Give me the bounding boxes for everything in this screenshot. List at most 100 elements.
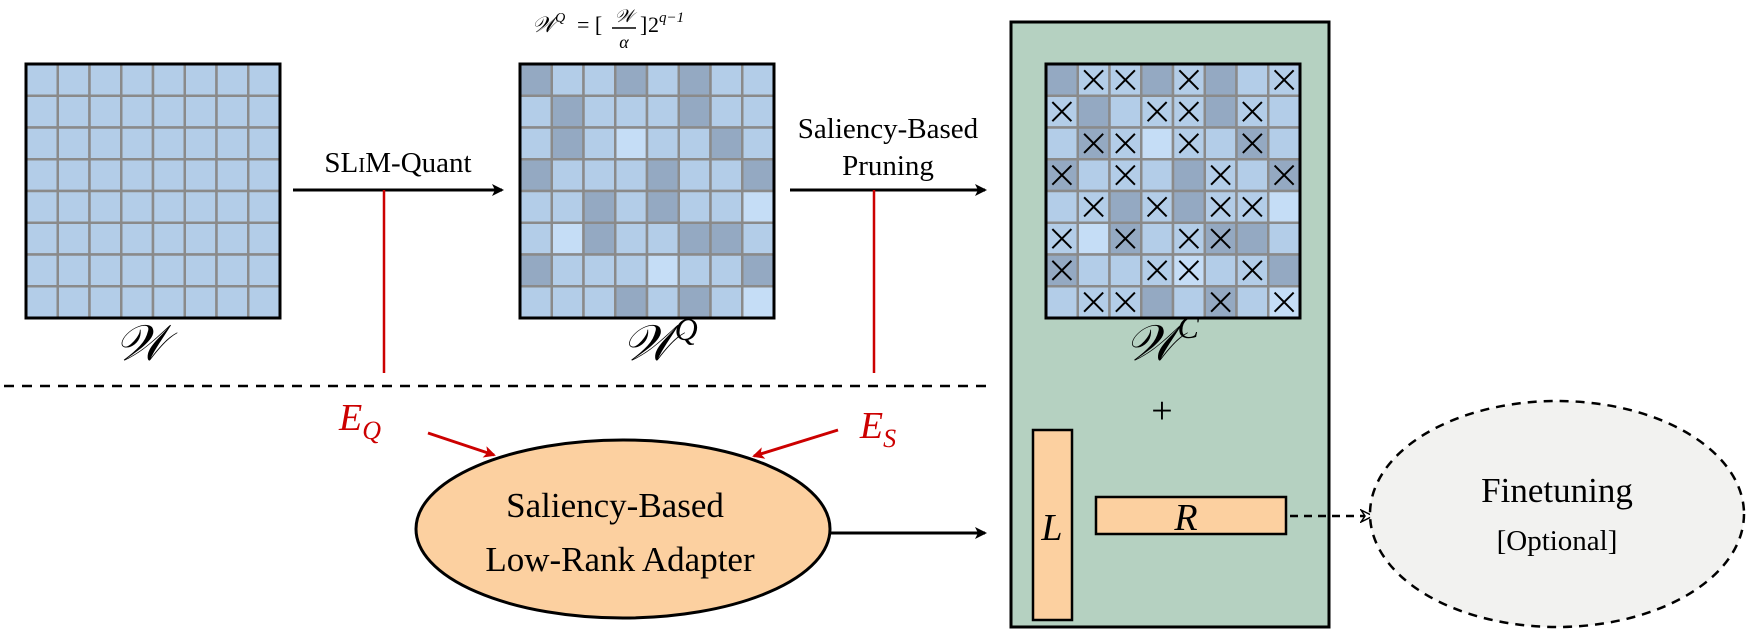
matrix-cell (247, 62, 282, 97)
matrix-cell (677, 221, 712, 256)
matrix-cell (183, 189, 218, 224)
matrix-cell (247, 94, 282, 129)
adapter-label-line2: Low-Rank Adapter (485, 540, 755, 579)
pruned-mark (1083, 69, 1104, 91)
matrix-cell (1108, 253, 1143, 288)
matrix-cell (1267, 221, 1302, 256)
finetune-label-line2: [Optional] (1497, 525, 1618, 557)
matrix-cell (1235, 62, 1270, 97)
matrix-cell (56, 126, 91, 161)
matrix-cell (1076, 221, 1111, 256)
matrix-cell (88, 158, 123, 193)
matrix-cell (550, 253, 585, 288)
matrix-cell (582, 285, 617, 320)
matrix-cell (709, 221, 744, 256)
matrix-cell (183, 253, 218, 288)
pruned-mark (1242, 196, 1263, 218)
matrix-cell (741, 221, 776, 256)
pruned-mark (1115, 228, 1136, 249)
matrix-cell (1203, 62, 1238, 97)
matrix-cell (1044, 126, 1079, 161)
matrix-cell (645, 221, 680, 256)
matrix-cell (151, 253, 186, 288)
compressed-matrix-wc (1044, 62, 1302, 320)
matrix-cell (120, 62, 155, 97)
pruned-mark (1242, 260, 1263, 281)
matrix-cell (56, 285, 91, 320)
matrix-cell (88, 221, 123, 256)
matrix-w-label: 𝒲 (115, 315, 178, 371)
matrix-cell (1267, 189, 1302, 224)
quant-label: SLIM-Quant (324, 147, 471, 179)
pruned-mark (1083, 291, 1104, 313)
matrix-cell (550, 158, 585, 193)
svg-text:]: ] (640, 12, 647, 37)
quantization-formula: 𝒲Q = [ 𝒲 α ] 2q−1 (532, 6, 684, 52)
matrix-cell (183, 285, 218, 320)
matrix-cell (56, 189, 91, 224)
matrix-cell (151, 189, 186, 224)
pruned-mark (1178, 101, 1200, 122)
matrix-cell (215, 221, 250, 256)
matrix-cell (645, 253, 680, 288)
matrix-cell (1235, 221, 1270, 256)
matrix-border (518, 62, 776, 320)
matrix-cell (709, 62, 744, 97)
matrix-cell (247, 285, 282, 320)
matrix-cell (709, 285, 744, 320)
matrix-wc-label: 𝒲C (1125, 309, 1199, 371)
matrix-cell (741, 94, 776, 129)
eq-error-label: EQ (338, 397, 381, 445)
matrix-cell (518, 221, 553, 256)
matrix-cell (518, 62, 553, 97)
matrix-cell (151, 126, 186, 161)
matrix-cell (151, 221, 186, 256)
adapter-label-line1: Saliency-Based (506, 486, 724, 525)
matrix-cell (1140, 158, 1175, 193)
matrix-cell (247, 189, 282, 224)
matrix-cell (88, 253, 123, 288)
matrix-cell (518, 189, 553, 224)
matrix-cell (120, 158, 155, 193)
matrix-cell (709, 94, 744, 129)
matrix-cell (151, 285, 186, 320)
matrix-cell (677, 126, 712, 161)
matrix-cell (518, 158, 553, 193)
svg-text:𝒲Q: 𝒲Q (532, 11, 565, 37)
weight-matrix-w (24, 62, 282, 320)
matrix-cell (1140, 126, 1175, 161)
matrix-cell (645, 189, 680, 224)
matrix-cell (741, 62, 776, 97)
matrix-cell (741, 189, 776, 224)
matrix-cell (24, 189, 59, 224)
matrix-cell (56, 94, 91, 129)
matrix-cell (120, 221, 155, 256)
matrix-cell (709, 158, 744, 193)
svg-text:2q−1: 2q−1 (648, 10, 684, 37)
matrix-cell (88, 94, 123, 129)
matrix-cell (120, 285, 155, 320)
matrix-cell (645, 94, 680, 129)
matrix-cell (645, 126, 680, 161)
pruned-mark (1146, 260, 1168, 281)
matrix-cell (1235, 158, 1270, 193)
matrix-cell (1044, 189, 1079, 224)
matrix-cell (582, 221, 617, 256)
pruned-mark (1051, 101, 1073, 122)
matrix-cell (550, 285, 585, 320)
matrix-cell (247, 221, 282, 256)
matrix-cell (582, 94, 617, 129)
matrix-cell (645, 62, 680, 97)
matrix-cell (183, 221, 218, 256)
pruned-mark (1083, 196, 1104, 218)
matrix-cell (677, 158, 712, 193)
matrix-cell (1076, 158, 1111, 193)
matrix-cell (677, 253, 712, 288)
pruned-mark (1242, 101, 1263, 122)
matrix-cell (1044, 285, 1079, 320)
pruned-mark (1210, 196, 1231, 218)
matrix-cell (88, 62, 123, 97)
pruned-mark (1051, 260, 1073, 281)
svg-text:α: α (619, 32, 629, 52)
